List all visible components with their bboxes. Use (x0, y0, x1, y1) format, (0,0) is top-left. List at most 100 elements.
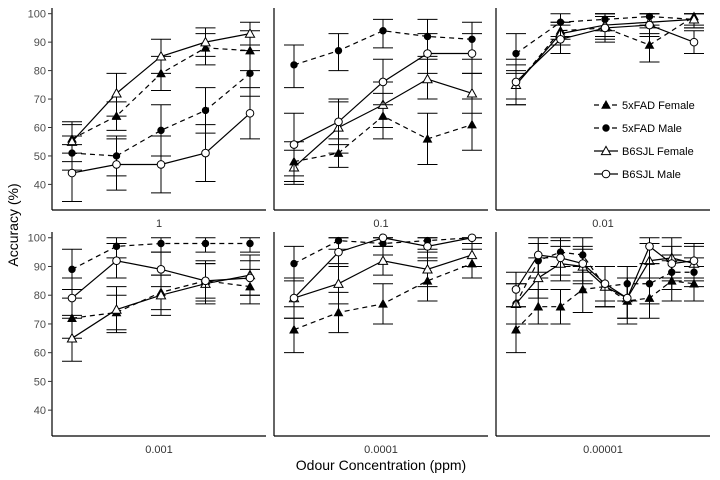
point-marker (379, 27, 387, 35)
point-marker (246, 69, 254, 78)
point-marker (378, 233, 388, 243)
point-marker (556, 34, 565, 44)
series-b6sjl-male-panel-6 (506, 237, 704, 319)
y-tick-label: 40 (34, 405, 46, 417)
series-line (515, 280, 695, 331)
series-b6sjl-male-panel-4 (62, 242, 260, 319)
legend-item: B6SJL Male (594, 169, 681, 181)
series-line (515, 15, 695, 55)
point-marker (68, 265, 76, 274)
y-tick-label: 90 (34, 261, 46, 273)
point-marker (245, 108, 255, 118)
point-marker (600, 279, 610, 289)
panel-6: 0.00001 (495, 232, 710, 456)
point-marker (333, 307, 344, 317)
y-tick-label: 70 (34, 319, 46, 331)
point-marker (112, 160, 121, 169)
point-marker (466, 87, 478, 98)
point-marker (290, 61, 298, 69)
point-marker (600, 145, 612, 156)
series-b6sjl-female-panel-1 (62, 21, 260, 163)
point-marker (645, 20, 654, 30)
point-marker (466, 249, 478, 260)
series-b6sjl-male-panel-3 (506, 13, 704, 106)
panel-4: 40 50 60 70 80 90 100 0.001 (28, 232, 266, 456)
panel-label: 0.01 (592, 218, 613, 230)
series-line (71, 72, 251, 157)
legend-label: 5xFAD Female (622, 100, 695, 112)
point-marker (467, 233, 477, 243)
point-marker (377, 255, 389, 265)
series-b6sjl-male-panel-1 (62, 87, 260, 202)
y-tick-label: 50 (34, 151, 46, 163)
point-marker (67, 293, 77, 303)
point-marker (201, 276, 210, 286)
point-marker (422, 133, 433, 143)
point-marker (533, 301, 544, 311)
point-marker (689, 256, 699, 266)
point-marker (622, 293, 632, 303)
y-tick-label: 100 (28, 9, 46, 21)
point-marker (290, 259, 298, 268)
point-marker (556, 253, 565, 263)
point-marker (201, 239, 210, 248)
panel-label: 0.0001 (364, 444, 398, 456)
point-marker (334, 117, 343, 127)
series-5xfad-male-panel-4 (62, 237, 260, 290)
series-b6sjl-male-panel-5 (284, 233, 482, 319)
point-marker (644, 39, 655, 49)
panel-3: 0.01 (495, 8, 710, 230)
point-marker (111, 303, 122, 314)
point-marker (156, 160, 166, 169)
point-marker (422, 263, 433, 274)
point-marker (244, 27, 256, 38)
legend-item: 5xFAD Female (594, 99, 695, 112)
y-tick-label: 70 (34, 94, 46, 106)
point-marker (334, 46, 343, 55)
point-marker (157, 239, 165, 248)
point-marker (600, 23, 610, 33)
point-marker (555, 301, 566, 311)
point-marker (245, 273, 255, 283)
point-marker (602, 124, 610, 132)
point-marker (689, 37, 699, 47)
panel-1: 40 50 60 70 80 90 100 1 (28, 8, 266, 230)
legend-item: 5xFAD Male (594, 123, 682, 135)
point-marker (157, 126, 165, 135)
point-marker (511, 77, 521, 87)
point-marker (601, 99, 611, 109)
panel-5: 0.0001 (273, 232, 488, 456)
point-marker (511, 285, 521, 294)
y-tick-label: 80 (34, 290, 46, 302)
x-axis-title: Odour Concentration (ppm) (296, 457, 466, 473)
panel-label: 1 (156, 218, 162, 230)
point-marker (66, 332, 78, 343)
point-marker (289, 324, 299, 334)
panel-label: 0.001 (145, 444, 173, 456)
y-tick-label: 60 (34, 348, 46, 360)
point-marker (423, 242, 432, 251)
y-tick-label: 50 (34, 376, 46, 388)
point-marker (333, 278, 344, 288)
legend-item: B6SJL Female (594, 145, 694, 158)
legend-label: B6SJL Male (622, 169, 681, 181)
y-tick-label: 90 (34, 37, 46, 49)
legend-label: B6SJL Female (622, 146, 694, 158)
point-marker (156, 265, 166, 274)
point-marker (334, 247, 343, 257)
series-b6sjl-male-panel-2 (284, 33, 482, 177)
point-marker (155, 289, 167, 300)
y-tick-label: 60 (34, 122, 46, 134)
legend-label: 5xFAD Male (622, 123, 682, 135)
y-tick-label: 40 (34, 179, 46, 191)
point-marker (201, 106, 210, 115)
point-marker (667, 259, 677, 268)
y-tick-label: 80 (34, 66, 46, 78)
point-marker (578, 259, 588, 268)
point-marker (511, 324, 521, 334)
panel-2: 0.1 (273, 8, 488, 230)
point-marker (512, 49, 520, 58)
point-marker (111, 87, 122, 98)
